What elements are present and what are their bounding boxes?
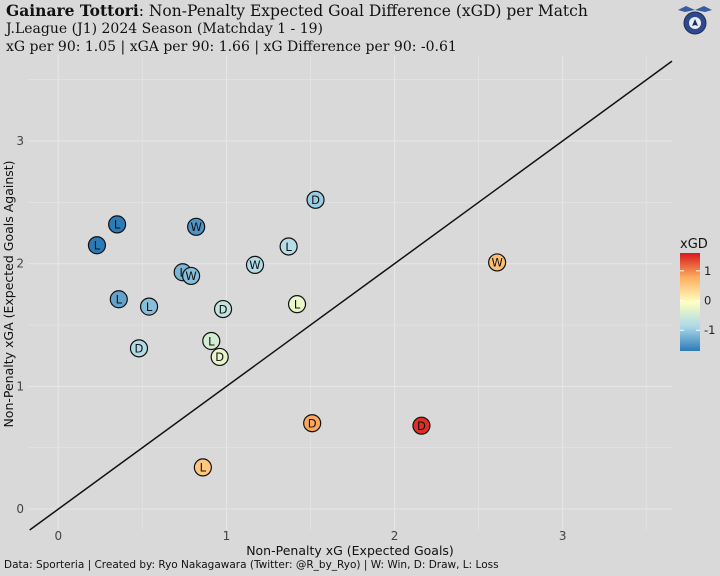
match-point: W xyxy=(187,217,206,236)
x-tick-label: 1 xyxy=(223,529,231,543)
match-points: LLWDLWLWLLDLLDDWDDL xyxy=(87,190,507,477)
match-point-marker xyxy=(488,253,507,272)
match-point: D xyxy=(213,299,233,319)
match-point: W xyxy=(245,255,265,274)
match-point: L xyxy=(139,297,159,316)
legend-tick-label: -1 xyxy=(704,323,715,337)
grid-minor xyxy=(28,55,672,530)
match-point-marker xyxy=(139,297,159,316)
match-result-label: D xyxy=(417,419,426,433)
match-point-marker xyxy=(279,237,298,256)
match-point-marker xyxy=(303,414,322,433)
y-tick-label: 0 xyxy=(16,502,24,516)
match-point-marker xyxy=(129,339,149,358)
chart-subtitle-stats: xG per 90: 1.05 | xGA per 90: 1.66 | xG … xyxy=(6,39,457,55)
legend-tick-label: 1 xyxy=(704,264,711,278)
match-result-label: D xyxy=(219,302,228,316)
club-logo-icon xyxy=(678,6,712,35)
x-tick-label: 2 xyxy=(391,529,399,543)
match-point-marker xyxy=(306,190,325,209)
match-point-marker xyxy=(108,215,127,234)
match-point-marker xyxy=(213,299,233,319)
match-result-label: W xyxy=(491,256,502,270)
match-point: D xyxy=(303,414,322,433)
match-result-label: L xyxy=(200,461,207,475)
match-result-label: W xyxy=(185,269,196,283)
x-axis-label: Non-Penalty xG (Expected Goals) xyxy=(246,543,454,558)
team-name: Gainare Tottori xyxy=(6,1,139,20)
xgd-legend: xGD 1 0 -1 xyxy=(680,237,715,351)
match-result-label: L xyxy=(294,297,301,311)
match-point: D xyxy=(306,190,325,209)
match-result-label: L xyxy=(285,240,292,254)
match-point-marker xyxy=(412,416,431,435)
y-axis-ticks: 0 1 2 3 xyxy=(16,134,24,516)
y-tick-label: 2 xyxy=(16,257,24,271)
x-tick-label: 3 xyxy=(559,529,567,543)
match-result-label: D xyxy=(308,417,317,431)
match-point-marker xyxy=(87,236,107,255)
match-result-label: D xyxy=(215,350,224,364)
match-point: W xyxy=(182,266,201,286)
match-point: D xyxy=(412,416,431,435)
match-result-label: L xyxy=(116,293,123,307)
match-point: L xyxy=(202,331,221,351)
match-point: L xyxy=(108,215,127,234)
legend-tick-label: 0 xyxy=(704,294,711,308)
match-point: L xyxy=(109,290,128,309)
match-point-marker xyxy=(187,217,206,236)
match-point-marker xyxy=(210,347,229,367)
match-point: L xyxy=(287,295,307,314)
x-tick-label: 0 xyxy=(54,529,62,543)
legend-title: xGD xyxy=(680,237,708,252)
chart-caption: Data: Sporteria | Created by: Ryo Nakaga… xyxy=(4,559,499,571)
match-result-label: D xyxy=(135,342,144,356)
reference-line-y-equals-x xyxy=(29,60,673,531)
match-point: D xyxy=(129,339,149,358)
match-point: L xyxy=(279,237,298,256)
title-text: : Non-Penalty Expected Goal Difference (… xyxy=(138,2,588,20)
y-tick-label: 1 xyxy=(16,379,24,393)
match-point-marker xyxy=(182,266,201,286)
match-point: D xyxy=(210,347,229,367)
legend-colorbar xyxy=(680,253,700,351)
chart-titles: Gainare Tottori: Non-Penalty Expected Go… xyxy=(6,2,588,56)
match-point-marker xyxy=(193,458,212,477)
y-tick-label: 3 xyxy=(16,134,24,148)
match-point-marker xyxy=(202,331,221,351)
match-point: L xyxy=(87,236,107,255)
match-result-label: D xyxy=(311,193,320,207)
match-point: W xyxy=(488,253,507,272)
match-result-label: W xyxy=(190,220,201,234)
y-axis-label: Non-Penalty xGA (Expected Goals Against) xyxy=(1,160,16,427)
x-axis-ticks: 0 1 2 3 xyxy=(54,529,566,543)
match-point-marker xyxy=(245,255,265,274)
match-result-label: L xyxy=(208,334,215,348)
match-point-marker xyxy=(109,290,128,309)
match-result-label: L xyxy=(114,218,121,232)
grid-major xyxy=(28,55,672,530)
legend-ticks: 1 0 -1 xyxy=(680,264,715,337)
match-result-label: W xyxy=(249,258,260,272)
match-result-label: L xyxy=(146,300,153,314)
chart-subtitle-season: J.League (J1) 2024 Season (Matchday 1 - … xyxy=(6,21,324,37)
match-point-marker xyxy=(287,295,307,314)
chart-title: Gainare Tottori: Non-Penalty Expected Go… xyxy=(6,1,588,21)
match-result-label: L xyxy=(94,239,101,253)
match-point: L xyxy=(193,458,212,477)
